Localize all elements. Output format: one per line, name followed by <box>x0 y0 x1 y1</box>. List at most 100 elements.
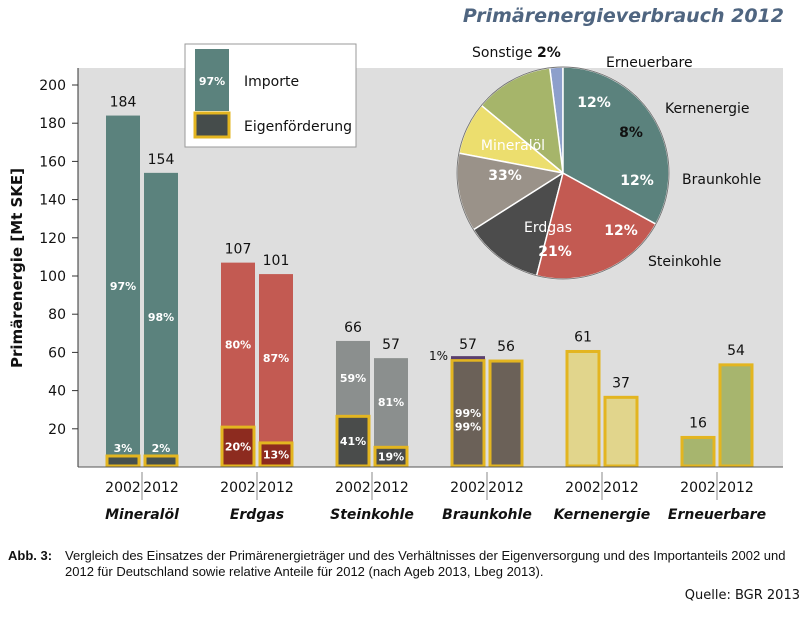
x-year-label: 2012 <box>718 480 754 496</box>
chart-figure: Primärenergieverbrauch 2012 20 40 60 80 100 1… <box>8 5 784 523</box>
pie-slice-label: Mineralöl <box>481 138 545 154</box>
x-year-label: 2012 <box>143 480 179 496</box>
y-tick-label: 200 <box>39 78 66 94</box>
legend-swatch-importe <box>195 49 229 111</box>
bar-total-label: 184 <box>110 95 137 111</box>
y-tick-label: 100 <box>39 269 66 285</box>
bar-total-label: 56 <box>497 339 515 355</box>
x-category-label: Mineralöl <box>105 507 179 523</box>
caption-text: Vergleich des Einsatzes der Primärenergi… <box>65 548 786 579</box>
legend-label-importe: Importe <box>244 74 299 90</box>
bar-domestic-segment <box>603 395 639 468</box>
pie-slice-value: 21% <box>538 244 572 260</box>
bar-domestic-segment <box>105 454 141 468</box>
caption-label: Abb. 3: <box>8 548 53 563</box>
pie-slice-label: Erdgas <box>524 220 572 236</box>
bar-domestic-segment <box>258 441 294 468</box>
bar-domestic-share-label: 19% <box>378 451 404 464</box>
bar-import-segment <box>144 172 178 462</box>
bar-total-label: 57 <box>459 337 477 353</box>
bar-domestic-share-label: 41% <box>340 435 366 448</box>
x-category-label: Braunkohle <box>442 507 532 523</box>
pie-slice-label: Erneuerbare <box>606 55 693 71</box>
pie-slice-value: 12% <box>620 173 654 189</box>
bar-domestic-share-label: 20% <box>225 441 251 454</box>
x-year-label: 2012 <box>603 480 639 496</box>
bar-import-share-label: 1% <box>429 349 448 363</box>
bar-domestic-share-label: 99% <box>455 407 481 420</box>
y-tick-label: 180 <box>39 116 66 132</box>
bar-import-share-label: 59% <box>340 372 366 385</box>
bar-import-segment <box>106 115 140 457</box>
pie-slice-label: Sonstige 2% <box>472 45 561 61</box>
bar-import-share-label: 87% <box>263 352 289 365</box>
bar-import-share-label: 80% <box>225 338 251 351</box>
bar-domestic-segment <box>220 425 256 468</box>
pie-slice-value: 12% <box>577 95 611 111</box>
bar-domestic-segment <box>373 445 409 468</box>
pie-chart: Mineralöl 33% Erdgas 21% Steinkohle 12% Braunk… <box>456 45 761 280</box>
bar-domestic-segment <box>718 363 754 468</box>
bar-import-share-label: 98% <box>148 311 174 324</box>
x-year-label: 2002 <box>680 480 716 496</box>
x-year-label: 2002 <box>450 480 486 496</box>
legend: 97% Importe Eigenförderung <box>184 43 357 148</box>
bar-total-label: 154 <box>148 152 175 168</box>
x-year-label: 2002 <box>565 480 601 496</box>
bar-total-label: 37 <box>612 375 630 391</box>
bar-import-segment <box>374 358 408 447</box>
legend-swatch-eigenfoerderung <box>193 111 231 139</box>
bar-series: 97% 3% 184 98% 2% 154 80% 20% 107 87% 13% 101 59% 41%… <box>78 95 783 468</box>
pie-slice-value: 12% <box>604 223 638 239</box>
y-tick-label: 40 <box>48 384 66 400</box>
bar-total-label: 54 <box>727 343 745 359</box>
bar-import-sliver <box>451 356 485 360</box>
x-year-label: 2012 <box>258 480 294 496</box>
y-axis: 20 40 60 80 100 120 140 160 180 200 <box>39 68 79 467</box>
bar-total-label: 107 <box>225 242 252 258</box>
x-year-label: 2002 <box>335 480 371 496</box>
pie-outline <box>456 66 670 280</box>
bar-domestic-segment <box>335 414 371 468</box>
bar-domestic-segment <box>565 349 601 468</box>
bar-total-label: 16 <box>689 415 707 431</box>
bar-domestic-share-label: 3% <box>114 442 133 455</box>
bar-domestic-segment <box>680 435 716 468</box>
pie-slice-label: Braunkohle <box>682 172 761 188</box>
bar-domestic-segment <box>450 358 486 468</box>
x-year-label: 2002 <box>220 480 256 496</box>
pie-slice-value: 8% <box>619 125 643 141</box>
bar-total-label: 66 <box>344 320 362 336</box>
y-tick-label: 60 <box>48 345 66 361</box>
y-tick-label: 140 <box>39 193 66 209</box>
bar-domestic-segment <box>488 359 524 468</box>
x-category-label: Erdgas <box>230 507 284 523</box>
bar-import-segment <box>259 274 293 442</box>
bar-total-label: 101 <box>263 253 290 269</box>
pie-slice-label: Steinkohle <box>648 254 721 270</box>
y-tick-label: 120 <box>39 231 66 247</box>
bar-domestic-share-label: 2% <box>152 442 171 455</box>
y-axis-label: Primärenergie [Mt SKE] <box>8 168 26 368</box>
x-year-label: 2012 <box>488 480 524 496</box>
legend-label-eigenfoerderung: Eigenförderung <box>244 119 352 135</box>
y-tick-label: 80 <box>48 307 66 323</box>
y-tick-label: 160 <box>39 154 66 170</box>
bar-import-share-label: 81% <box>378 396 404 409</box>
legend-swatch-share: 97% <box>199 75 225 88</box>
x-category-label: Steinkohle <box>330 507 414 523</box>
bar-domestic-share-label: 99% <box>455 421 481 434</box>
pie-slice-label: Kernenergie <box>665 101 749 117</box>
pie-slice-value: 33% <box>488 168 522 184</box>
bar-import-segment <box>221 262 255 427</box>
bar-domestic-segment <box>143 454 179 468</box>
bar-import-segment <box>336 340 370 416</box>
x-year-label: 2002 <box>105 480 141 496</box>
bar-total-label: 57 <box>382 337 400 353</box>
x-year-label: 2012 <box>373 480 409 496</box>
bar-import-share-label: 97% <box>110 280 136 293</box>
bar-domestic-share-label: 13% <box>263 448 289 461</box>
bar-total-label: 61 <box>574 329 592 345</box>
x-category-label: Kernenergie <box>554 507 651 523</box>
